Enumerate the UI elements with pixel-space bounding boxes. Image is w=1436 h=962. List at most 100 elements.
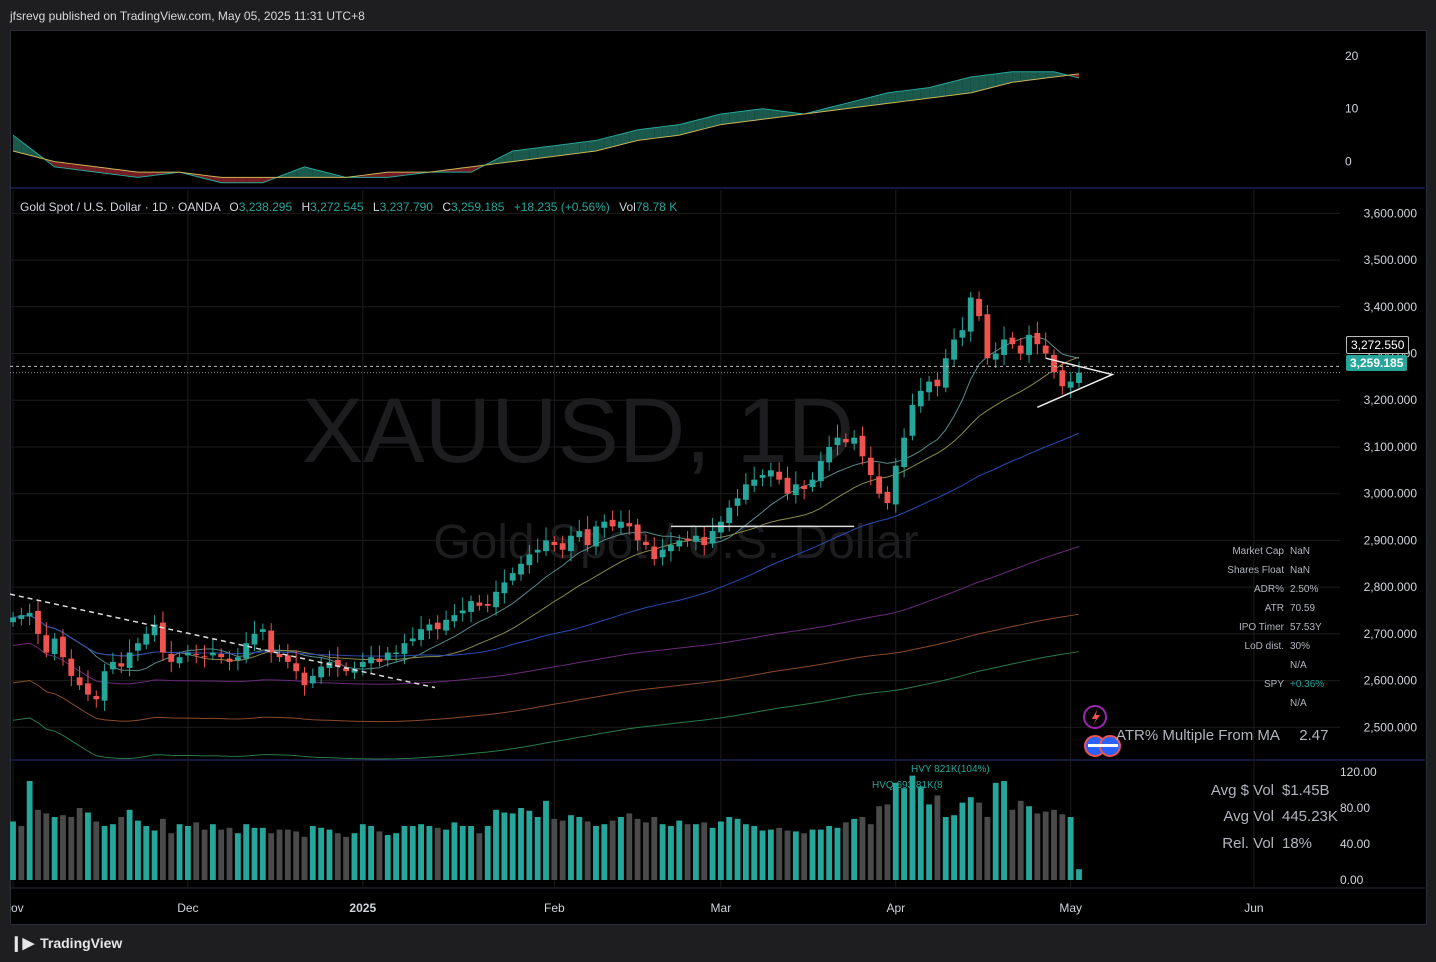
stats-key: ADR% — [1253, 584, 1284, 595]
volume-bar — [376, 831, 383, 880]
osc-fill-segment — [970, 75, 980, 93]
volume-bar — [301, 836, 308, 880]
osc-fill-segment — [704, 116, 713, 129]
candle-body — [1051, 354, 1057, 373]
price-tick-label: 3,600.000 — [1364, 206, 1418, 220]
candle-body — [251, 633, 258, 645]
candle-body — [651, 546, 658, 560]
candle-body — [884, 491, 891, 504]
volume-bar — [168, 833, 175, 880]
osc-fill-segment — [862, 97, 871, 107]
candlestick-series — [10, 291, 1082, 711]
volume-bar — [218, 829, 225, 880]
volume-bar — [984, 817, 991, 880]
downtrend-line — [10, 593, 436, 689]
volume-bar — [268, 833, 275, 880]
volume-bar — [426, 826, 433, 880]
volume-bar — [68, 817, 75, 880]
osc-fill-segment — [987, 73, 996, 89]
volume-tick-label: 120.00 — [1340, 765, 1377, 779]
volume-bar — [401, 826, 408, 880]
candle-body — [1009, 337, 1016, 345]
oscillator-panel — [12, 71, 1080, 184]
candle-body — [85, 683, 91, 695]
candle-body — [659, 549, 666, 558]
candle-body — [593, 526, 599, 547]
osc-fill-segment — [729, 111, 738, 124]
volume-bar — [834, 827, 841, 880]
candle-body — [801, 485, 808, 490]
volume-bar — [692, 824, 699, 880]
volume-bar — [876, 806, 883, 880]
candle-body — [626, 523, 633, 527]
volume-bar — [443, 829, 449, 880]
volume-bar — [884, 804, 891, 880]
candle-body — [451, 615, 458, 622]
volume-bar — [251, 827, 258, 880]
volume-bar — [618, 817, 624, 880]
candle-body — [26, 612, 33, 617]
volume-bar — [601, 824, 608, 880]
osc-tick-label: 0 — [1345, 155, 1352, 169]
volume-bar — [318, 827, 325, 880]
candle-body — [184, 652, 191, 656]
us-flag-icon[interactable] — [1084, 735, 1121, 757]
osc-fill-segment — [1004, 71, 1013, 85]
osc-fill-segment — [995, 72, 1005, 87]
lightning-icon[interactable] — [1083, 705, 1107, 729]
osc-fill-segment — [21, 141, 30, 156]
candle-body — [534, 549, 541, 553]
low-label: L — [372, 200, 380, 214]
osc-fill-segment — [645, 127, 655, 140]
osc-fill-segment — [587, 140, 596, 153]
volume-bar — [942, 817, 949, 880]
candle-body — [284, 655, 291, 662]
volume-bar — [967, 797, 974, 880]
volume-bar — [659, 824, 666, 880]
volume-bar — [734, 818, 741, 880]
volume-bar — [1009, 809, 1016, 880]
time-tick-label: Nov — [10, 901, 24, 915]
volume-bar — [501, 812, 508, 880]
candle-body — [434, 622, 441, 630]
osc-fill-segment — [546, 145, 555, 158]
footer-brand[interactable]: ❙▶ TradingView — [10, 934, 122, 952]
volume-bar — [926, 804, 933, 880]
candle-body — [601, 521, 608, 528]
volume-bar — [51, 817, 58, 880]
candle-body — [368, 657, 375, 664]
osc-fill-segment — [1029, 71, 1038, 81]
candle-body — [201, 656, 208, 658]
trendline-drawings[interactable] — [10, 357, 1340, 689]
candle-body — [234, 657, 241, 661]
osc-fill-segment — [379, 172, 388, 178]
osc-fill-segment — [529, 147, 538, 160]
osc-fill-segment — [720, 112, 730, 125]
volume-bar — [193, 822, 200, 880]
osc-fill-segment — [712, 114, 721, 127]
osc-fill-segment — [321, 171, 330, 178]
price-tick-label: 3,100.000 — [1364, 440, 1418, 454]
price-tick-label: 3,400.000 — [1364, 300, 1418, 314]
chart-canvas[interactable]: XAUUSD, 1D Gold Spot / U.S. Dollar 2,500… — [10, 30, 1425, 923]
osc-fill-segment — [62, 162, 72, 169]
osc-fill-segment — [104, 167, 113, 175]
candle-body — [35, 610, 41, 634]
candle-body — [1034, 332, 1041, 345]
candle-body — [401, 643, 408, 654]
volume-bar — [110, 824, 116, 880]
volume-bar — [159, 818, 166, 880]
candle-body — [110, 661, 116, 670]
candle-body — [60, 636, 66, 658]
candle-body — [726, 507, 733, 524]
osc-fill-segment — [895, 90, 905, 103]
volume-bar — [476, 833, 483, 880]
stats-row: LoD dist. 30% — [1218, 637, 1340, 656]
volume-bar — [609, 820, 616, 880]
volume-bar — [126, 809, 133, 880]
volume-bar — [468, 826, 474, 880]
osc-fill-segment — [887, 91, 896, 104]
osc-fill-segment — [246, 177, 255, 183]
volume-bar — [751, 826, 758, 880]
price-tick-label: 3,000.000 — [1364, 487, 1418, 501]
